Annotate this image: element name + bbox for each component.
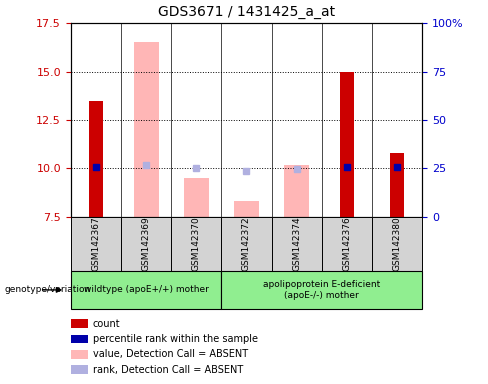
Bar — [390, 153, 404, 217]
Text: count: count — [93, 319, 121, 329]
Text: genotype/variation: genotype/variation — [5, 285, 91, 295]
Bar — [340, 71, 354, 217]
Bar — [372, 217, 422, 271]
Bar — [222, 271, 422, 309]
Text: rank, Detection Call = ABSENT: rank, Detection Call = ABSENT — [93, 365, 243, 375]
Bar — [284, 165, 309, 217]
Bar — [171, 217, 222, 271]
Bar — [271, 217, 322, 271]
Text: wildtype (apoE+/+) mother: wildtype (apoE+/+) mother — [83, 285, 208, 295]
Bar — [71, 217, 121, 271]
Text: GSM142374: GSM142374 — [292, 217, 301, 271]
Title: GDS3671 / 1431425_a_at: GDS3671 / 1431425_a_at — [158, 5, 335, 19]
Bar — [183, 178, 209, 217]
Bar — [121, 217, 171, 271]
Text: value, Detection Call = ABSENT: value, Detection Call = ABSENT — [93, 349, 248, 359]
Bar — [89, 101, 103, 217]
Text: GSM142370: GSM142370 — [192, 217, 201, 271]
Bar — [222, 217, 271, 271]
Text: GSM142372: GSM142372 — [242, 217, 251, 271]
Bar — [234, 202, 259, 217]
Text: GSM142367: GSM142367 — [91, 217, 101, 271]
Text: apolipoprotein E-deficient
(apoE-/-) mother: apolipoprotein E-deficient (apoE-/-) mot… — [263, 280, 380, 300]
Bar — [322, 217, 372, 271]
Text: GSM142380: GSM142380 — [392, 217, 402, 271]
Bar — [71, 271, 222, 309]
Text: GSM142369: GSM142369 — [142, 217, 151, 271]
Text: percentile rank within the sample: percentile rank within the sample — [93, 334, 258, 344]
Text: GSM142376: GSM142376 — [342, 217, 351, 271]
Bar — [134, 43, 159, 217]
